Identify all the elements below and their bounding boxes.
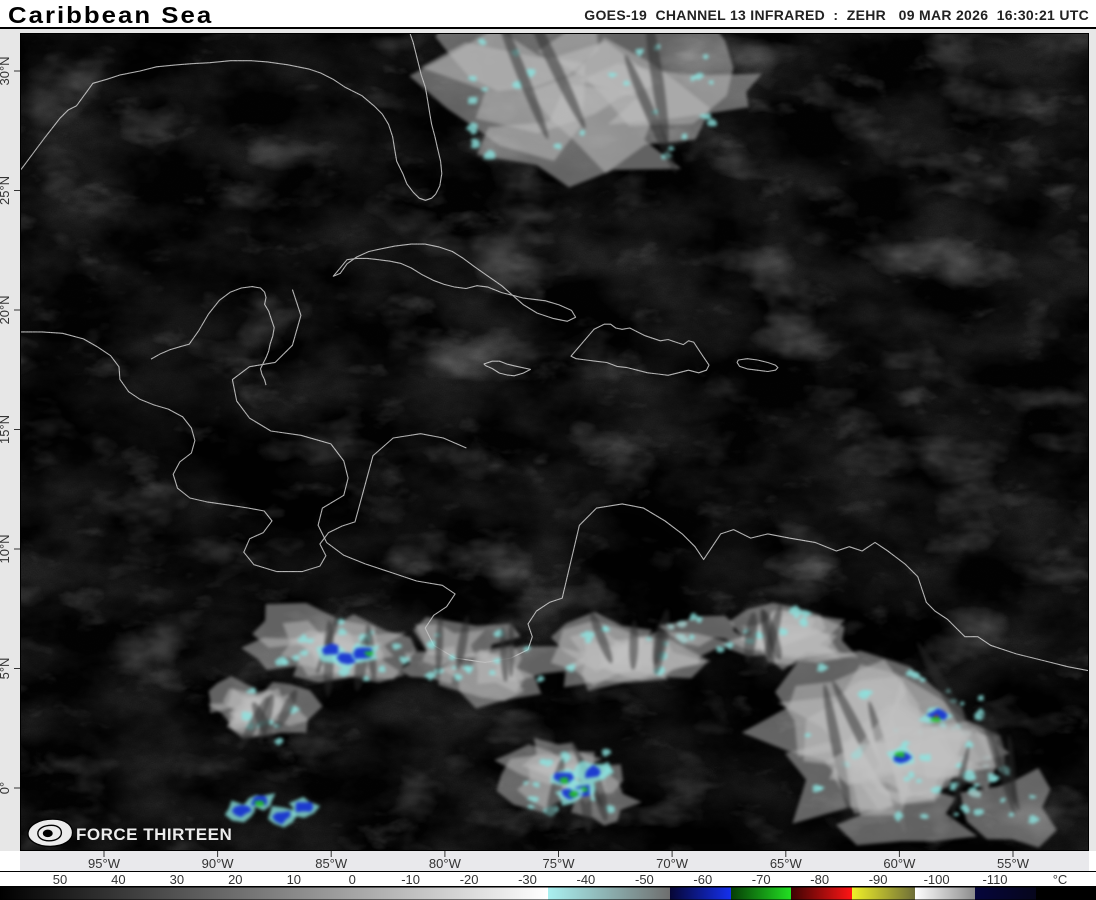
svg-text:-60: -60 <box>693 872 712 887</box>
svg-text:°C: °C <box>1053 872 1068 887</box>
svg-text:70°W: 70°W <box>656 856 689 871</box>
svg-text:10°N: 10°N <box>0 534 12 563</box>
svg-text:-10: -10 <box>401 872 420 887</box>
svg-text:20: 20 <box>228 872 242 887</box>
svg-text:25°N: 25°N <box>0 176 12 205</box>
svg-text:0: 0 <box>349 872 356 887</box>
svg-text:-110: -110 <box>982 872 1007 887</box>
svg-text:-40: -40 <box>577 872 596 887</box>
svg-text:65°W: 65°W <box>770 856 803 871</box>
svg-text:90°W: 90°W <box>202 856 235 871</box>
svg-text:-100: -100 <box>924 872 950 887</box>
svg-text:FORCE THIRTEEN: FORCE THIRTEEN <box>76 825 232 844</box>
svg-text:75°W: 75°W <box>543 856 576 871</box>
svg-text:0°: 0° <box>0 782 12 794</box>
svg-text:10: 10 <box>287 872 301 887</box>
svg-text:15°N: 15°N <box>0 415 12 444</box>
svg-text:-80: -80 <box>810 872 829 887</box>
svg-text:-30: -30 <box>518 872 537 887</box>
svg-text:-70: -70 <box>752 872 771 887</box>
svg-text:-20: -20 <box>460 872 479 887</box>
svg-text:-50: -50 <box>635 872 654 887</box>
svg-text:40: 40 <box>111 872 125 887</box>
svg-text:60°W: 60°W <box>883 856 916 871</box>
svg-text:85°W: 85°W <box>315 856 348 871</box>
svg-text:95°W: 95°W <box>88 856 121 871</box>
svg-text:50: 50 <box>53 872 67 887</box>
svg-text:55°W: 55°W <box>997 856 1030 871</box>
svg-text:20°N: 20°N <box>0 295 12 324</box>
svg-text:-90: -90 <box>869 872 888 887</box>
svg-text:5°N: 5°N <box>0 658 12 680</box>
svg-text:80°W: 80°W <box>429 856 462 871</box>
svg-text:30: 30 <box>170 872 184 887</box>
svg-text:30°N: 30°N <box>0 56 12 85</box>
